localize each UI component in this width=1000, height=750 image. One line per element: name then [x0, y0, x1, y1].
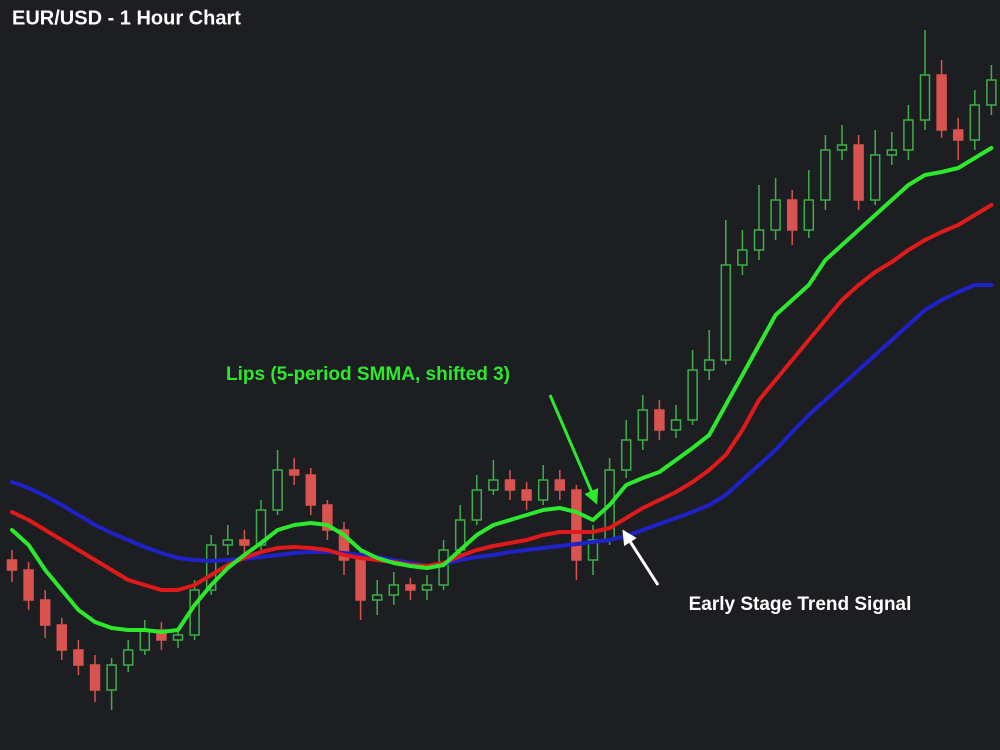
- candle-body: [820, 149, 831, 201]
- candle-body: [239, 539, 250, 546]
- candle-body: [56, 624, 68, 651]
- candle-body: [853, 144, 864, 201]
- candle-body: [687, 369, 698, 421]
- candle-body: [139, 629, 151, 651]
- candle-body: [737, 249, 748, 266]
- candle-body: [654, 409, 665, 431]
- candle-body: [322, 504, 333, 531]
- candle-body: [222, 539, 234, 546]
- candle-body: [172, 634, 184, 641]
- candle-body: [753, 229, 765, 251]
- candle-body: [338, 529, 350, 561]
- candle-body: [504, 479, 516, 491]
- candle-body: [919, 74, 931, 121]
- candle-body: [23, 569, 34, 601]
- candle-body: [803, 199, 815, 231]
- candle-body: [670, 419, 682, 431]
- candle-body: [405, 584, 416, 591]
- annotation: Lips (5-period SMMA, shifted 3): [226, 364, 510, 385]
- candle-body: [537, 479, 549, 501]
- candles: [6, 30, 997, 710]
- candle-body: [620, 439, 632, 471]
- annotation-arrow: [622, 529, 660, 586]
- candle-body: [986, 79, 997, 106]
- candle-body: [869, 154, 881, 201]
- candle-body: [73, 649, 84, 666]
- candle-body: [786, 199, 798, 231]
- candle-body: [272, 469, 283, 511]
- candle-body: [39, 599, 51, 626]
- annotation: Early Stage Trend Signal: [689, 594, 912, 615]
- candle-body: [305, 474, 317, 506]
- indicator-line: [10, 203, 994, 592]
- candle-body: [6, 559, 18, 571]
- candle-body: [122, 649, 134, 666]
- candle-body: [903, 119, 914, 151]
- candle-body: [936, 74, 947, 131]
- candle-body: [488, 479, 499, 491]
- candle-body: [770, 199, 781, 231]
- candle-body: [952, 129, 964, 141]
- candle-body: [836, 144, 848, 151]
- candle-body: [720, 264, 732, 361]
- candle-body: [969, 104, 981, 141]
- chart-title: EUR/USD - 1 Hour Chart: [12, 7, 241, 29]
- candle-body: [288, 469, 300, 476]
- indicator-line: [10, 146, 994, 634]
- candle-body: [421, 584, 433, 591]
- candle-body: [471, 489, 483, 521]
- candle-body: [703, 359, 715, 371]
- annotation-arrow: [548, 394, 599, 505]
- candle-body: [521, 489, 532, 501]
- candle-body: [355, 559, 366, 601]
- indicator-line: [10, 283, 994, 568]
- candle-body: [554, 479, 566, 491]
- candle-body: [886, 149, 898, 156]
- lines: [10, 146, 994, 634]
- candle-body: [571, 489, 582, 561]
- candle-body: [388, 584, 400, 596]
- candle-body: [205, 544, 217, 591]
- candle-body: [89, 664, 101, 691]
- candle-body: [106, 664, 117, 691]
- candle-body: [371, 594, 383, 601]
- candle-body: [637, 409, 649, 441]
